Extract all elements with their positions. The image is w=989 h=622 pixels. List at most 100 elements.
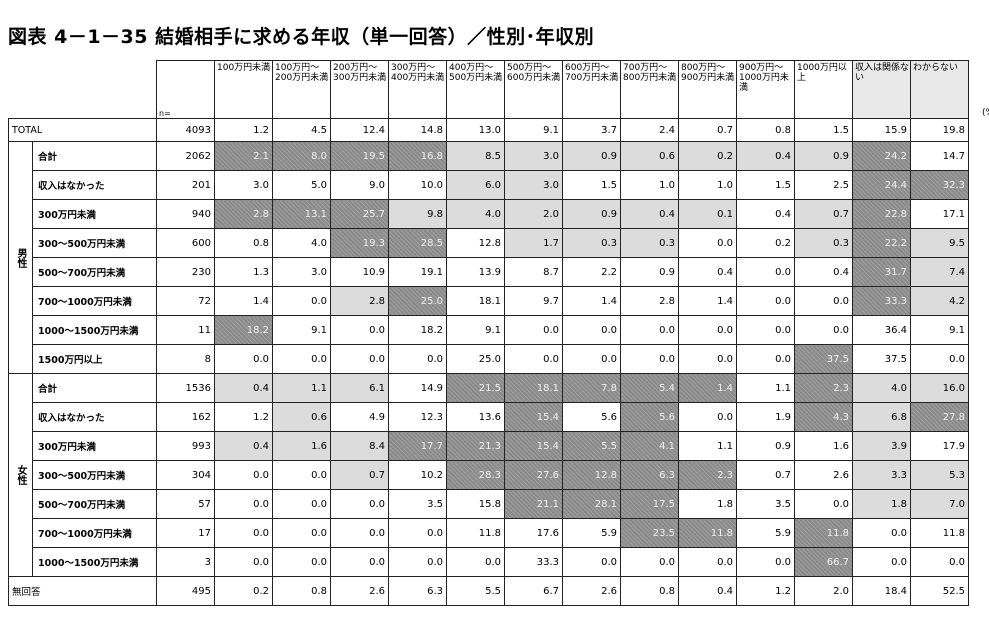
value-cell: 14.7	[910, 141, 969, 171]
value-cell: 9.1	[504, 118, 563, 142]
value-cell: 0.0	[678, 547, 737, 577]
n-cell: 17	[156, 518, 215, 548]
n-cell: 1536	[156, 373, 215, 403]
value-cell: 0.4	[678, 576, 737, 606]
row-label: TOTAL	[8, 118, 157, 142]
value-cell: 0.7	[330, 460, 389, 490]
value-cell: 27.6	[504, 460, 563, 490]
value-cell: 8.4	[330, 431, 389, 461]
value-cell: 0.0	[214, 518, 273, 548]
value-cell: 33.3	[852, 286, 911, 316]
row-label: 300万円未満	[32, 431, 157, 461]
value-cell: 5.9	[736, 518, 795, 548]
value-cell: 1.8	[852, 489, 911, 519]
row-label: 1000～1500万円未満	[32, 547, 157, 577]
value-cell: 5.0	[272, 170, 331, 200]
value-cell: 0.0	[214, 547, 273, 577]
value-cell: 24.2	[852, 141, 911, 171]
value-cell: 9.1	[910, 315, 969, 345]
value-cell: 21.5	[446, 373, 505, 403]
value-cell: 0.8	[620, 576, 679, 606]
value-cell: 19.1	[388, 257, 447, 287]
value-cell: 3.0	[504, 141, 563, 171]
column-header: 1000万円以上	[794, 60, 853, 119]
column-header: 収入は関係ない	[852, 60, 911, 119]
value-cell: 0.4	[214, 373, 273, 403]
value-cell: 18.1	[446, 286, 505, 316]
value-cell: 25.7	[330, 199, 389, 229]
value-cell: 6.3	[388, 576, 447, 606]
value-cell: 0.0	[214, 344, 273, 374]
table-row: 1000～1500万円未満 11 18.2 9.1 0.0 18.2 9.1 0.0 0.0 0.…	[9, 315, 969, 345]
value-cell: 5.6	[620, 402, 679, 432]
value-cell: 17.5	[620, 489, 679, 519]
value-cell: 0.0	[330, 489, 389, 519]
header-corner	[8, 60, 157, 119]
value-cell: 14.8	[388, 118, 447, 142]
value-cell: 17.6	[504, 518, 563, 548]
value-cell: 13.1	[272, 199, 331, 229]
value-cell: 2.0	[504, 199, 563, 229]
value-cell: 4.9	[330, 402, 389, 432]
value-cell: 9.1	[446, 315, 505, 345]
table-row: 500～700万円未満 57 0.0 0.0 0.0 3.5 15.8 21.1 28.1 17.…	[9, 489, 969, 519]
value-cell: 37.5	[794, 344, 853, 374]
value-cell: 24.4	[852, 170, 911, 200]
value-cell: 1.4	[678, 373, 737, 403]
value-cell: 0.0	[678, 402, 737, 432]
row-label: 500～700万円未満	[32, 489, 157, 519]
value-cell: 0.7	[736, 460, 795, 490]
value-cell: 0.9	[562, 199, 621, 229]
value-cell: 7.0	[910, 489, 969, 519]
value-cell: 0.0	[272, 286, 331, 316]
value-cell: 7.8	[562, 373, 621, 403]
n-cell: 57	[156, 489, 215, 519]
value-cell: 25.0	[388, 286, 447, 316]
value-cell: 0.0	[388, 518, 447, 548]
value-cell: 19.5	[330, 141, 389, 171]
value-cell: 14.9	[388, 373, 447, 403]
table-row: 1500万円以上 8 0.0 0.0 0.0 0.0 25.0 0.0 0.0 0.0 0.0 0.0…	[9, 344, 969, 374]
value-cell: 12.4	[330, 118, 389, 142]
value-cell: 1.2	[214, 402, 273, 432]
value-cell: 2.6	[794, 460, 853, 490]
value-cell: 22.8	[852, 199, 911, 229]
value-cell: 2.1	[214, 141, 273, 171]
value-cell: 15.9	[852, 118, 911, 142]
value-cell: 15.4	[504, 431, 563, 461]
value-cell: 0.0	[388, 547, 447, 577]
column-header: 300万円～400万円未満	[388, 60, 447, 119]
value-cell: 2.6	[330, 576, 389, 606]
row-label: 収入はなかった	[32, 170, 157, 200]
value-cell: 0.6	[620, 141, 679, 171]
n-cell: 4093	[156, 118, 215, 142]
value-cell: 6.8	[852, 402, 911, 432]
n-cell: 495	[156, 576, 215, 606]
n-cell: 3	[156, 547, 215, 577]
value-cell: 0.0	[620, 547, 679, 577]
value-cell: 1.4	[562, 286, 621, 316]
row-label: 700～1000万円未満	[32, 286, 157, 316]
value-cell: 0.0	[852, 518, 911, 548]
value-cell: 0.0	[272, 518, 331, 548]
value-cell: 23.5	[620, 518, 679, 548]
value-cell: 13.9	[446, 257, 505, 287]
value-cell: 9.0	[330, 170, 389, 200]
value-cell: 25.0	[446, 344, 505, 374]
value-cell: 0.0	[214, 489, 273, 519]
value-cell: 1.2	[214, 118, 273, 142]
row-label: 無回答	[8, 576, 157, 606]
value-cell: 8.7	[504, 257, 563, 287]
value-cell: 18.2	[214, 315, 273, 345]
value-cell: 9.1	[272, 315, 331, 345]
n-cell: 201	[156, 170, 215, 200]
crosstab-table: n= 100万円未満 100万円～200万円未満 200万円～300万円未満 300万円…	[8, 60, 969, 606]
value-cell: 28.5	[388, 228, 447, 258]
value-cell: 0.0	[794, 286, 853, 316]
value-cell: 1.3	[214, 257, 273, 287]
row-label: 収入はなかった	[32, 402, 157, 432]
value-cell: 0.0	[330, 315, 389, 345]
value-cell: 19.8	[910, 118, 969, 142]
value-cell: 0.0	[272, 460, 331, 490]
value-cell: 17.9	[910, 431, 969, 461]
